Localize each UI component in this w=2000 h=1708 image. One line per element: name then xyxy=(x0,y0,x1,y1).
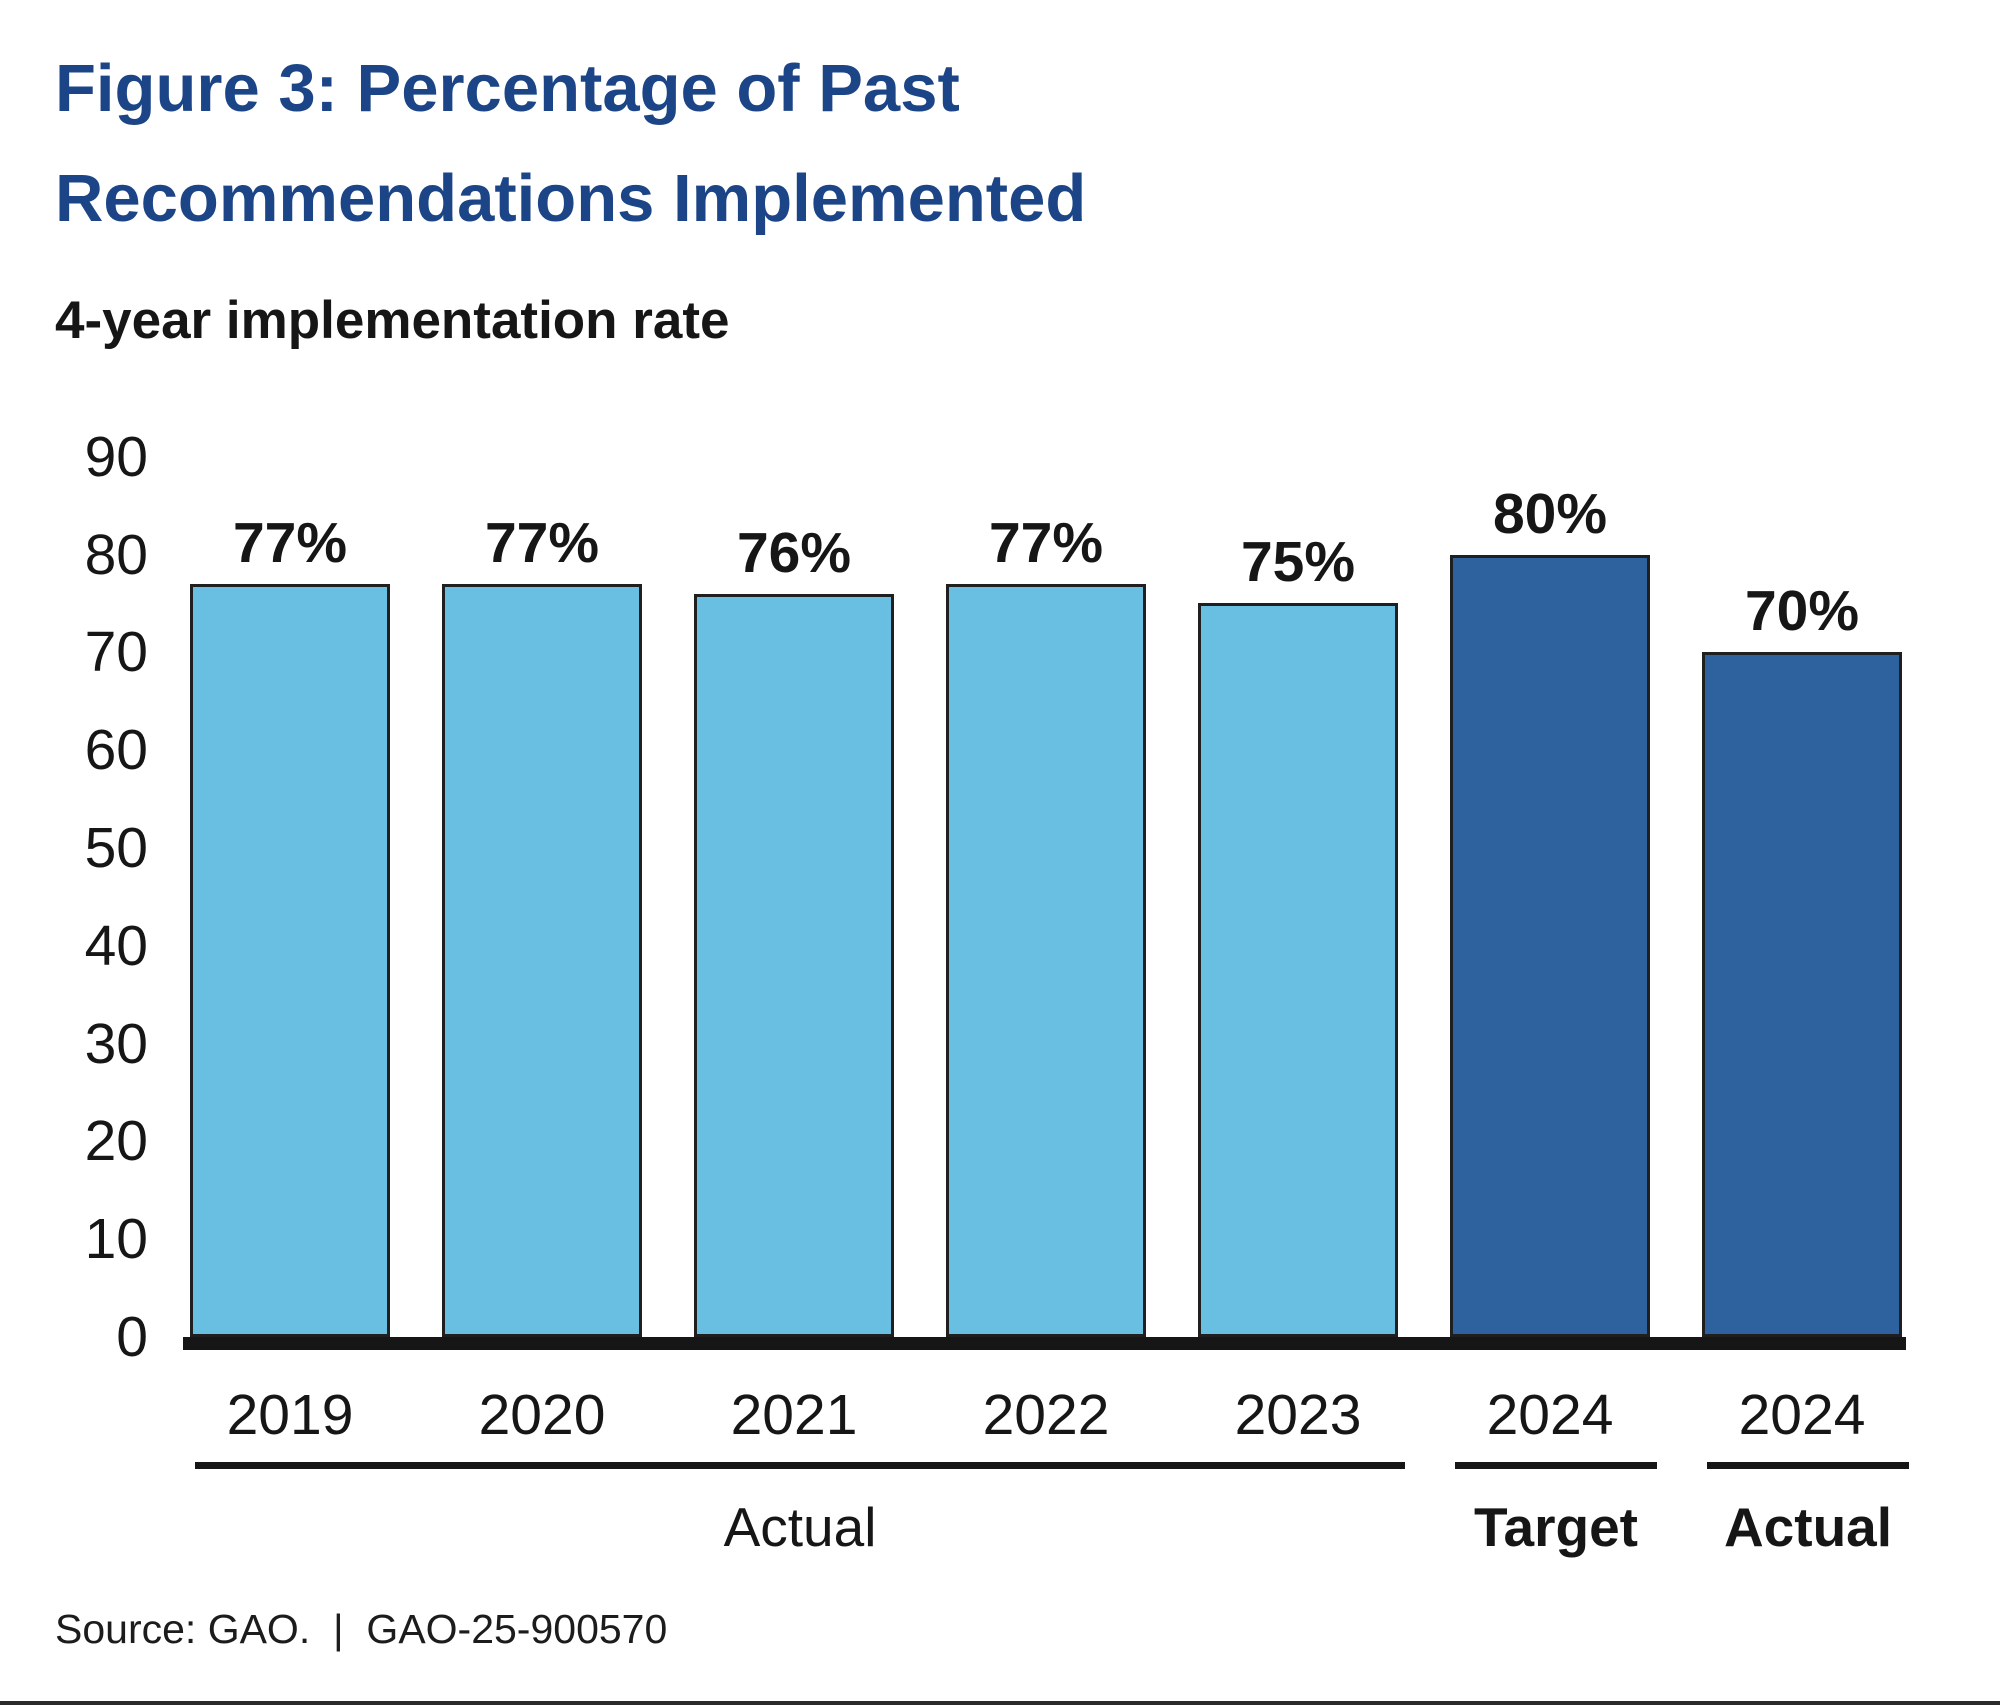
source-note: Source: GAO. | GAO-25-900570 xyxy=(55,1606,668,1652)
figure-title-line1: Figure 3: Percentage of Past xyxy=(55,51,960,126)
x-axis-year-label: 2020 xyxy=(478,1383,606,1447)
chart-subtitle: 4-year implementation rate xyxy=(55,291,730,350)
y-axis-tick-label: 10 xyxy=(84,1207,148,1272)
window-bottom-edge xyxy=(0,1701,2000,1705)
group-underline-target xyxy=(1455,1462,1657,1469)
x-axis-year-label: 2019 xyxy=(226,1383,354,1447)
x-axis-year-label: 2021 xyxy=(730,1383,858,1447)
bar-value-label: 77% xyxy=(484,511,600,575)
group-label-actual: Actual xyxy=(1723,1496,1893,1558)
group-label-target: Target xyxy=(1473,1496,1639,1558)
y-axis-tick-label: 0 xyxy=(116,1305,148,1369)
bar-2019-0 xyxy=(190,584,390,1337)
x-axis-baseline xyxy=(183,1337,1906,1350)
figure-title: Figure 3: Percentage of Past Recommendat… xyxy=(55,34,1086,254)
bar-2020-1 xyxy=(442,584,642,1337)
bar-value-label: 75% xyxy=(1240,530,1356,594)
x-axis-year-label: 2022 xyxy=(982,1383,1110,1447)
x-axis-year-label: 2024 xyxy=(1486,1383,1614,1447)
bar-value-label: 77% xyxy=(988,511,1104,575)
bar-2024-6 xyxy=(1702,652,1902,1337)
bar-2024-5 xyxy=(1450,555,1650,1337)
group-underline-actual xyxy=(195,1462,1405,1469)
bar-value-label: 80% xyxy=(1492,482,1608,546)
y-axis-tick-label: 80 xyxy=(84,522,148,587)
bar-2023-4 xyxy=(1198,603,1398,1337)
group-label-actual: Actual xyxy=(723,1496,877,1558)
y-axis-tick-label: 30 xyxy=(84,1011,148,1076)
group-underline-actual xyxy=(1707,1462,1909,1469)
y-axis-tick-label: 90 xyxy=(84,424,148,489)
y-axis-tick-label: 70 xyxy=(84,620,148,685)
y-axis-tick-label: 50 xyxy=(84,816,148,880)
x-axis-year-label: 2024 xyxy=(1738,1383,1866,1447)
bar-value-label: 70% xyxy=(1744,579,1860,643)
x-axis-year-label: 2023 xyxy=(1234,1383,1362,1447)
y-axis-tick-label: 60 xyxy=(84,718,148,783)
y-axis-tick-label: 20 xyxy=(84,1109,148,1174)
y-axis-tick-label: 40 xyxy=(84,913,148,978)
bar-value-label: 77% xyxy=(232,511,348,575)
bar-2022-3 xyxy=(946,584,1146,1337)
bar-2021-2 xyxy=(694,594,894,1337)
figure-title-line2: Recommendations Implemented xyxy=(55,161,1087,236)
bar-value-label: 76% xyxy=(736,521,852,585)
